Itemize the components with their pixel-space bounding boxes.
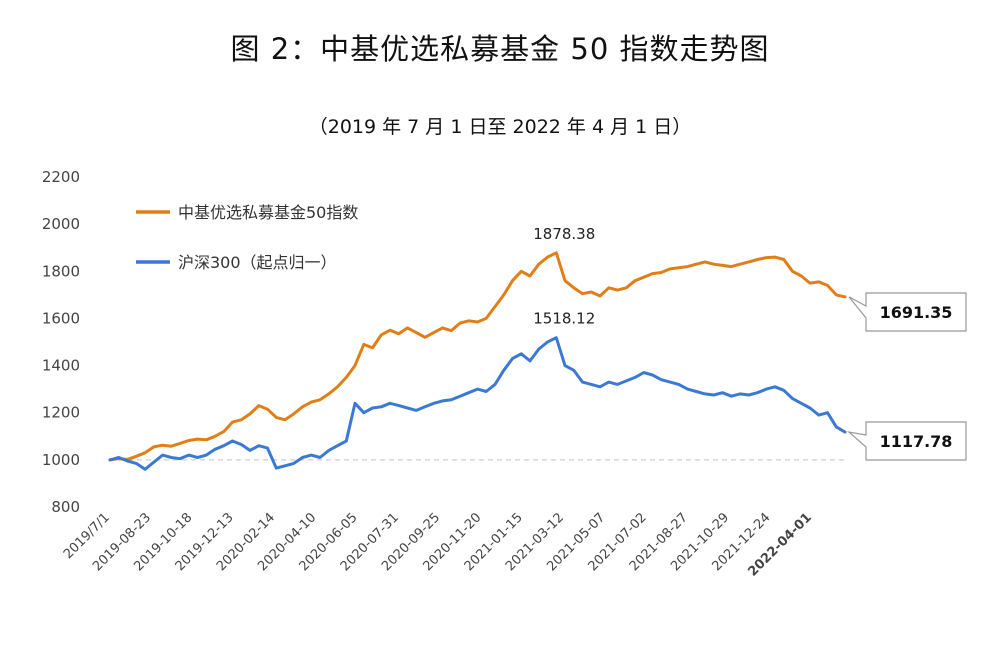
legend-label: 沪深300（起点归一）: [178, 253, 337, 272]
chart-subtitle: （2019 年 7 月 1 日至 2022 年 4 月 1 日）: [308, 116, 692, 138]
y-tick-label: 1000: [42, 451, 80, 469]
y-tick-label: 1400: [42, 357, 80, 375]
y-tick-label: 800: [51, 498, 80, 516]
csi300-line: [108, 336, 847, 471]
y-tick-label: 1600: [42, 309, 80, 327]
peak-value-label: 1878.38: [533, 225, 595, 243]
y-tick-label: 2000: [42, 215, 80, 233]
y-tick-label: 2200: [42, 168, 80, 186]
chart-title: 图 2：中基优选私募基金 50 指数走势图: [230, 32, 770, 66]
peak-value-label: 1518.12: [533, 310, 595, 328]
y-tick-label: 1800: [42, 262, 80, 280]
end-value-label: 1691.35: [880, 303, 953, 322]
legend-label: 中基优选私募基金50指数: [178, 203, 358, 222]
end-value-callout: [847, 421, 967, 461]
private-fund-index-line: [108, 251, 847, 462]
y-tick-label: 1200: [42, 404, 80, 422]
end-value-callout: [848, 292, 967, 332]
end-value-label: 1117.78: [880, 432, 953, 451]
